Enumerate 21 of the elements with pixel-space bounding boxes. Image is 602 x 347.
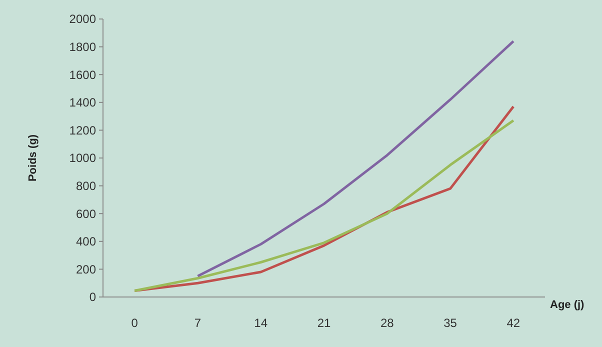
- x-tick-label: 35: [444, 316, 458, 330]
- x-tick-label: 28: [380, 316, 394, 330]
- line-series: [196, 40, 515, 278]
- y-tick-label: 1600: [69, 68, 96, 82]
- y-tick-label: 400: [76, 234, 96, 249]
- y-tick-label: 1800: [69, 40, 96, 54]
- y-tick-label: 1400: [69, 96, 96, 110]
- x-axis-title: Age (j): [550, 299, 585, 311]
- x-tick-label: 21: [317, 316, 331, 330]
- x-tick-label: 0: [131, 316, 138, 330]
- y-tick-label: 0: [89, 290, 96, 304]
- y-tick-label: 1000: [69, 151, 96, 166]
- x-tick-label: 42: [506, 316, 520, 330]
- y-tick-label: 800: [76, 179, 96, 193]
- y-tick-label: 200: [76, 262, 96, 276]
- y-axis-title: Poids (g): [27, 134, 39, 182]
- x-tick-label: 14: [254, 316, 268, 330]
- y-tick-label: 1200: [69, 123, 96, 138]
- x-tick-label: 7: [194, 316, 202, 330]
- y-tick-label: 2000: [69, 12, 96, 26]
- y-tick-label: 600: [76, 206, 96, 221]
